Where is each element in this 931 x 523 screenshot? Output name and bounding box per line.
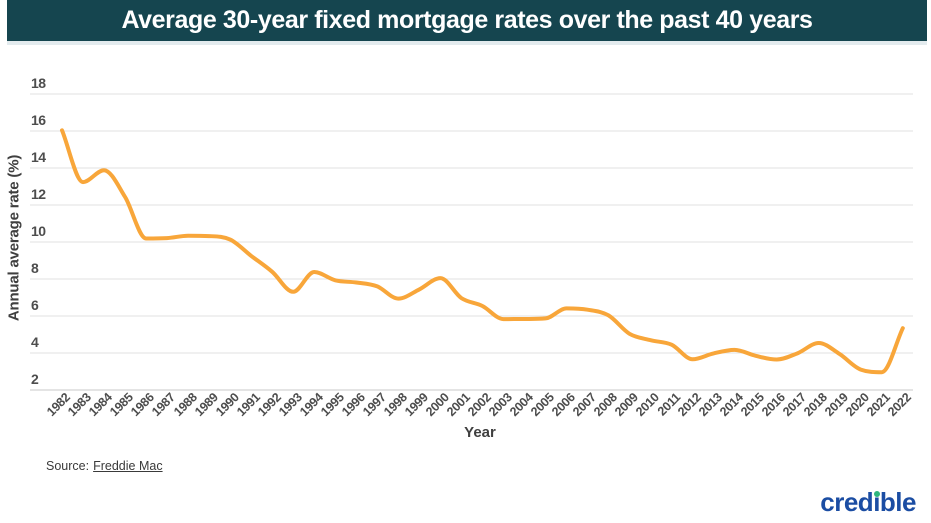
- y-axis-title: Annual average rate (%): [5, 154, 23, 322]
- chart-title-bar: Average 30-year fixed mortgage rates ove…: [7, 0, 927, 41]
- source-link[interactable]: Freddie Mac: [93, 459, 163, 473]
- y-tick-label-16: 16: [31, 112, 46, 128]
- y-tick-label-2: 2: [31, 371, 39, 387]
- x-tick-text: 2022: [885, 390, 914, 420]
- chart-title: Average 30-year fixed mortgage rates ove…: [121, 6, 813, 34]
- logo-text-pre: cred: [820, 487, 874, 517]
- logo-i-glyph: i: [873, 487, 880, 517]
- source-prefix: Source:: [46, 459, 90, 473]
- title-bar-shadow: [7, 41, 927, 45]
- logo-green-dot-icon: [873, 491, 880, 497]
- y-tick-label-4: 4: [31, 334, 39, 350]
- y-tick-label-6: 6: [31, 297, 39, 313]
- y-tick-label-14: 14: [31, 149, 46, 165]
- logo-text-post: ble: [879, 487, 917, 517]
- y-tick-label-18: 18: [31, 75, 46, 91]
- source-note: Source: Freddie Mac: [46, 459, 163, 473]
- y-tick-label-10: 10: [31, 223, 46, 239]
- mortgage-rate-line: [60, 128, 905, 375]
- credible-logo: credi ble: [820, 489, 916, 515]
- logo-letter-i: i: [873, 489, 880, 515]
- y-tick-label-8: 8: [31, 260, 39, 276]
- x-axis-title: Year: [464, 424, 496, 441]
- y-tick-label-12: 12: [31, 186, 46, 202]
